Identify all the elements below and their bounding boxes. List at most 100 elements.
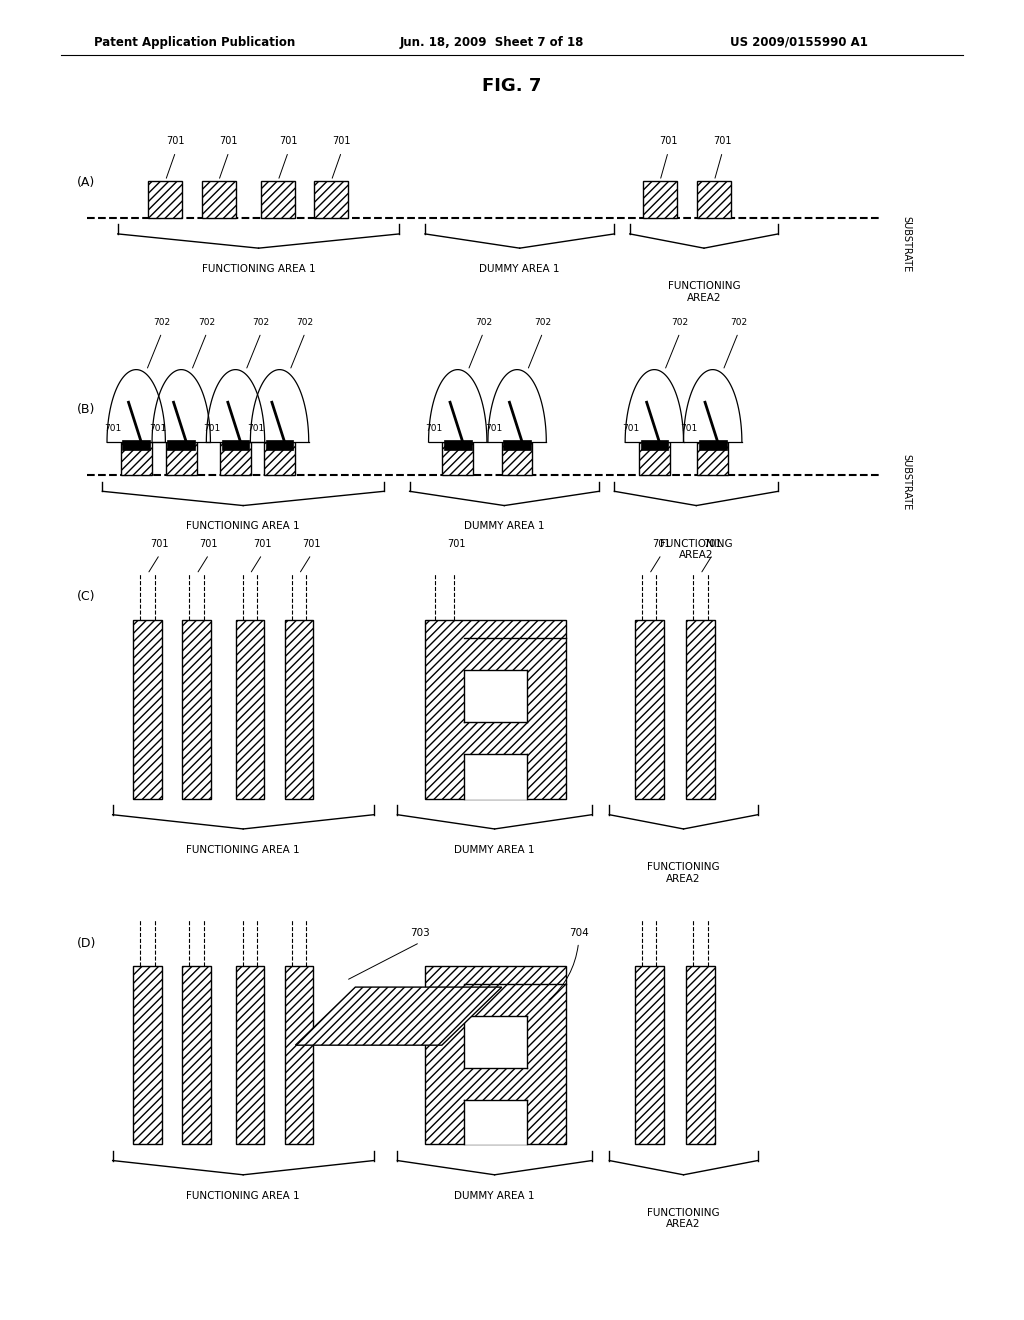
Bar — [504, 440, 530, 450]
Bar — [697, 181, 731, 218]
Bar — [285, 966, 313, 1144]
Text: 702: 702 — [475, 318, 492, 326]
Bar — [464, 1016, 527, 1068]
Bar — [314, 181, 348, 218]
Text: 701: 701 — [623, 425, 639, 433]
Text: 701: 701 — [713, 136, 732, 147]
Text: 701: 701 — [166, 136, 185, 147]
Bar — [148, 181, 182, 218]
Bar — [442, 442, 473, 475]
Bar — [220, 442, 251, 475]
Bar — [686, 966, 715, 1144]
Bar — [166, 442, 197, 475]
Bar — [264, 442, 295, 475]
Text: 702: 702 — [730, 318, 746, 326]
Bar — [697, 442, 728, 475]
Polygon shape — [428, 370, 487, 442]
Text: 701: 701 — [150, 425, 166, 433]
Text: 701: 701 — [658, 136, 678, 147]
Text: FUNCTIONING AREA 1: FUNCTIONING AREA 1 — [202, 264, 315, 275]
Bar — [698, 440, 727, 450]
Bar — [686, 620, 715, 799]
Bar — [285, 620, 313, 799]
Text: DUMMY AREA 1: DUMMY AREA 1 — [479, 264, 560, 275]
Text: 702: 702 — [672, 318, 688, 326]
Text: Patent Application Publication: Patent Application Publication — [94, 36, 295, 49]
Bar — [502, 442, 532, 475]
Bar — [182, 620, 211, 799]
Text: 703: 703 — [410, 928, 430, 939]
Text: 701: 701 — [703, 539, 722, 549]
Polygon shape — [488, 370, 547, 442]
Polygon shape — [625, 370, 684, 442]
Text: DUMMY AREA 1: DUMMY AREA 1 — [464, 521, 545, 532]
Bar — [444, 440, 471, 450]
Text: 702: 702 — [297, 318, 313, 326]
Bar — [464, 1100, 527, 1144]
Text: 701: 701 — [253, 539, 271, 549]
Bar — [133, 966, 162, 1144]
Polygon shape — [251, 370, 309, 442]
Bar — [123, 440, 150, 450]
Text: 702: 702 — [154, 318, 170, 326]
Text: (B): (B) — [77, 403, 95, 416]
Polygon shape — [206, 370, 264, 442]
Text: 701: 701 — [104, 425, 121, 433]
Text: 702: 702 — [535, 318, 551, 326]
Bar — [639, 442, 670, 475]
Bar — [464, 754, 527, 799]
Bar — [202, 181, 236, 218]
Bar — [121, 442, 152, 475]
Bar — [261, 181, 295, 218]
Text: 701: 701 — [652, 539, 671, 549]
Text: 701: 701 — [302, 539, 321, 549]
Bar — [464, 671, 527, 722]
Text: FUNCTIONING
AREA2: FUNCTIONING AREA2 — [647, 1208, 720, 1229]
Text: 702: 702 — [253, 318, 269, 326]
Bar — [133, 620, 162, 799]
Text: 701: 701 — [219, 136, 239, 147]
Text: 701: 701 — [200, 539, 218, 549]
Bar — [236, 966, 264, 1144]
Text: 701: 701 — [248, 425, 264, 433]
Bar — [635, 966, 664, 1144]
Bar — [643, 181, 677, 218]
Text: (C): (C) — [77, 590, 95, 603]
Text: FUNCTIONING AREA 1: FUNCTIONING AREA 1 — [186, 845, 300, 855]
Polygon shape — [684, 370, 741, 442]
Text: FUNCTIONING AREA 1: FUNCTIONING AREA 1 — [186, 521, 300, 532]
Text: 701: 701 — [279, 136, 298, 147]
Text: SUBSTRATE: SUBSTRATE — [901, 454, 911, 510]
Text: 704: 704 — [568, 928, 589, 939]
Bar — [641, 440, 668, 450]
Text: 701: 701 — [681, 425, 697, 433]
Text: DUMMY AREA 1: DUMMY AREA 1 — [455, 845, 535, 855]
Text: FIG. 7: FIG. 7 — [482, 77, 542, 95]
Bar — [168, 440, 195, 450]
Polygon shape — [108, 370, 166, 442]
Bar — [425, 966, 566, 1144]
Text: DUMMY AREA 1: DUMMY AREA 1 — [455, 1191, 535, 1201]
Text: 701: 701 — [426, 425, 442, 433]
Text: 701: 701 — [332, 136, 351, 147]
Bar — [221, 440, 250, 450]
Polygon shape — [152, 370, 211, 442]
Bar — [635, 620, 664, 799]
Text: FUNCTIONING AREA 1: FUNCTIONING AREA 1 — [186, 1191, 300, 1201]
Bar — [236, 620, 264, 799]
Bar — [425, 620, 566, 799]
Text: 701: 701 — [485, 425, 502, 433]
Text: FUNCTIONING
AREA2: FUNCTIONING AREA2 — [668, 281, 740, 302]
Text: SUBSTRATE: SUBSTRATE — [901, 216, 911, 272]
Text: FUNCTIONING
AREA2: FUNCTIONING AREA2 — [647, 862, 720, 883]
Bar — [266, 440, 294, 450]
Text: (A): (A) — [77, 176, 95, 189]
Text: 702: 702 — [199, 318, 215, 326]
Polygon shape — [295, 987, 502, 1045]
Text: 701: 701 — [151, 539, 169, 549]
Text: US 2009/0155990 A1: US 2009/0155990 A1 — [730, 36, 867, 49]
Text: FUNCTIONING
AREA2: FUNCTIONING AREA2 — [660, 539, 732, 560]
Text: 701: 701 — [447, 539, 466, 549]
Text: Jun. 18, 2009  Sheet 7 of 18: Jun. 18, 2009 Sheet 7 of 18 — [399, 36, 584, 49]
Text: (D): (D) — [77, 937, 96, 950]
